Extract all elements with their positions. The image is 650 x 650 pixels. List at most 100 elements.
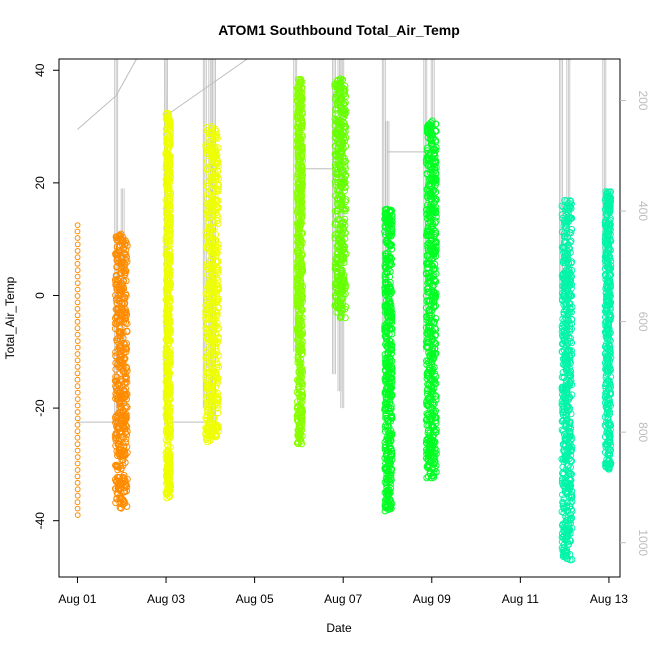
x-axis: Aug 01 Aug 03 Aug 05 Aug 07 Aug 09 Aug 11 Aug … [58,577,628,606]
data-point [113,377,121,385]
data-point [214,157,222,165]
data-point [295,223,303,231]
data-point [163,311,171,319]
data-point [426,443,434,450]
data-point [604,282,612,290]
data-point [340,85,348,92]
data-point [335,277,343,285]
data-point [202,424,210,432]
data-point [114,466,122,474]
data-point [560,285,568,293]
data-point [431,413,439,421]
data-point [564,277,571,285]
data-point [559,243,567,251]
data-point [430,146,438,154]
data-point [166,450,174,458]
data-point [207,236,215,244]
data-point [604,258,612,266]
data-point [341,305,349,313]
data-point [568,325,575,333]
data-point [383,476,391,484]
data-point [561,222,569,230]
data-point [558,455,566,463]
data-point [560,409,568,417]
data-point [74,409,81,415]
data-point [164,402,172,410]
data-point [163,456,171,464]
data-point [210,368,218,376]
data-point [423,343,431,350]
data-point [601,206,609,213]
data-point [331,115,339,123]
data-point [332,110,340,118]
data-point [607,383,614,391]
data-point [208,252,216,260]
data-point [426,192,434,200]
data-point [74,235,81,241]
data-point [202,354,210,362]
data-point [207,415,214,423]
data-point [567,284,575,292]
data-point [428,361,436,369]
data-point [566,245,573,252]
data-point [118,262,126,270]
data-point [386,217,394,225]
data-point [381,454,389,462]
data-point [605,384,613,392]
data-point [205,430,213,437]
data-point [298,392,306,400]
data-point [428,223,436,230]
data-point [116,399,124,406]
data-point [121,393,129,401]
data-point [213,160,221,168]
data-point [205,261,213,269]
data-point [208,226,216,234]
data-point [165,431,173,439]
data-point [339,241,347,249]
data-point [296,158,304,166]
data-point [113,473,121,481]
data-point [166,329,174,337]
data-point [605,329,613,336]
data-point [207,199,215,207]
data-point [122,481,130,489]
data-point [566,556,574,564]
data-point [382,275,390,283]
data-point [567,515,574,523]
data-point [74,454,81,461]
data-point [165,390,173,398]
data-point [382,296,390,304]
data-point [214,361,221,368]
data-point [74,499,81,506]
data-point [122,412,130,420]
data-point [115,381,123,389]
data-point [298,219,305,227]
data-point [212,246,220,254]
data-point [558,340,566,348]
data-point [296,283,304,291]
data-point [74,306,81,312]
data-point [384,342,392,350]
data-point [299,408,307,416]
data-point [163,486,171,494]
data-point [605,464,612,472]
data-point [566,432,573,440]
data-point [74,396,81,403]
y-axis-label: Total_Air_Temp [3,276,17,359]
data-point [164,405,172,413]
data-point [113,312,121,320]
data-point [115,437,123,445]
y-tick-label: -20 [33,399,47,417]
data-point [605,194,613,202]
data-point [603,263,611,271]
data-point [120,471,128,479]
data-point [113,430,121,438]
data-point [432,462,440,470]
data-point [211,350,219,358]
data-point [564,382,572,390]
data-point [163,224,170,232]
data-point [341,221,349,229]
data-point [423,339,431,347]
data-point [207,151,215,159]
data-point [117,270,124,277]
